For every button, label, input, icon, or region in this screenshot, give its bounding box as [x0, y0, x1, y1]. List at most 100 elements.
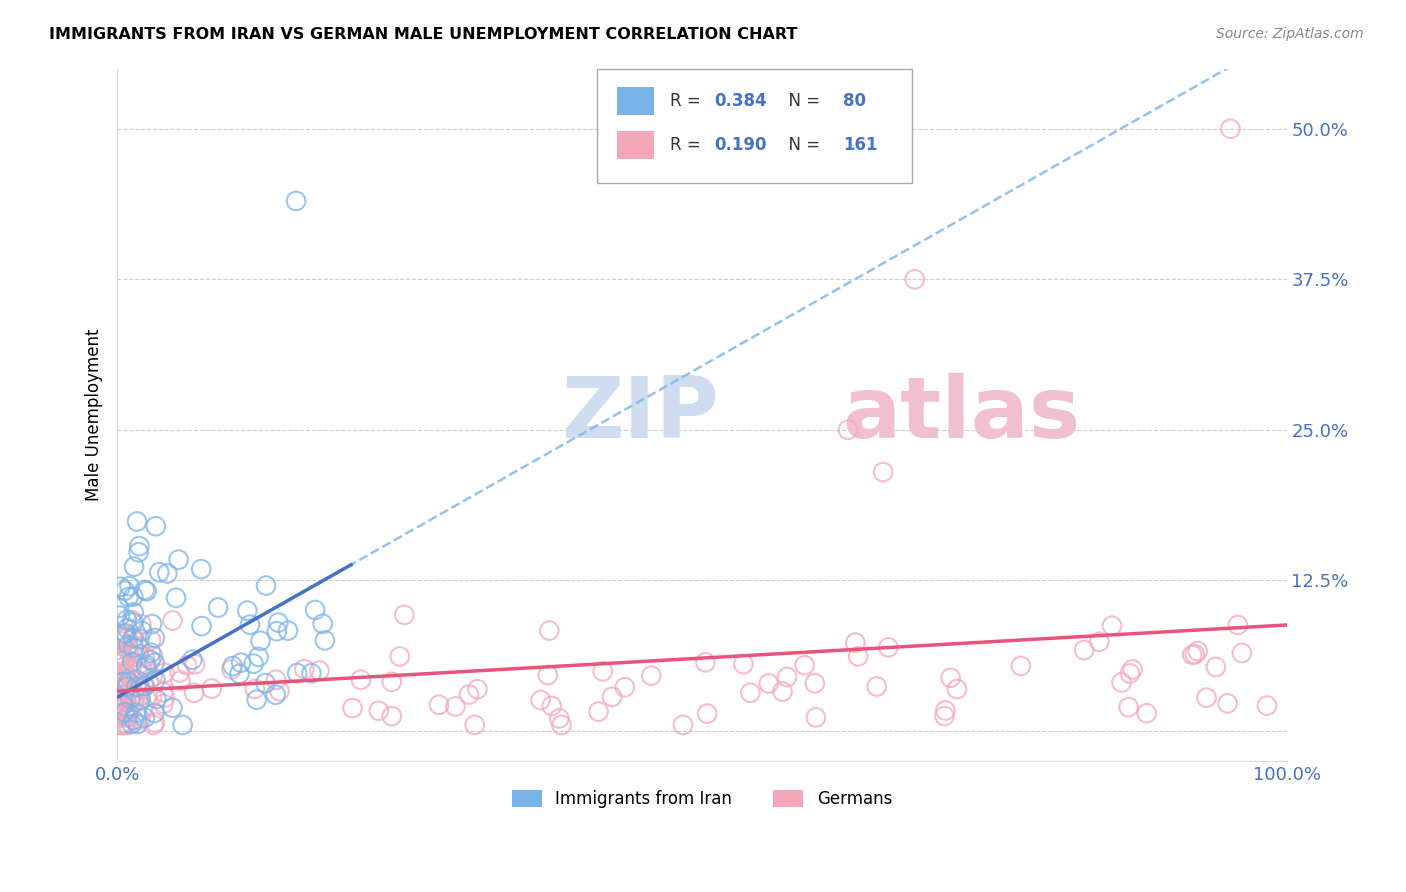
Point: [111, 698, 134, 712]
Point: [107, 629, 129, 643]
Point: [128, 639, 150, 653]
Point: [107, 711, 129, 725]
Point: [129, 692, 152, 706]
Point: [121, 690, 143, 704]
Point: [112, 683, 135, 698]
FancyBboxPatch shape: [596, 69, 912, 183]
Point: [115, 710, 138, 724]
Point: [1256, 698, 1278, 713]
Point: [121, 717, 143, 731]
Point: [254, 579, 277, 593]
Point: [156, 566, 179, 581]
Point: [125, 706, 148, 720]
Point: [129, 713, 152, 727]
Point: [107, 707, 129, 722]
Point: [107, 710, 129, 724]
Text: R =: R =: [671, 136, 706, 153]
Point: [129, 680, 152, 694]
Point: [776, 670, 799, 684]
Point: [107, 706, 129, 721]
Point: [592, 665, 614, 679]
Point: [1205, 660, 1227, 674]
Point: [115, 673, 138, 688]
Point: [108, 600, 131, 615]
Point: [115, 680, 138, 694]
Point: [152, 685, 174, 699]
Point: [129, 690, 152, 704]
Text: Source: ZipAtlas.com: Source: ZipAtlas.com: [1216, 27, 1364, 41]
Point: [169, 673, 191, 688]
Point: [308, 664, 330, 678]
Point: [550, 718, 572, 732]
Point: [121, 655, 143, 669]
Point: [877, 640, 900, 655]
Point: [117, 621, 139, 635]
Point: [538, 624, 561, 638]
Point: [350, 673, 373, 687]
FancyBboxPatch shape: [616, 87, 654, 115]
Point: [115, 696, 138, 710]
Point: [110, 718, 132, 732]
Point: [1073, 643, 1095, 657]
Point: [127, 717, 149, 731]
Point: [110, 654, 132, 668]
Point: [108, 709, 131, 723]
Point: [120, 661, 142, 675]
Point: [266, 624, 288, 639]
Point: [143, 715, 166, 730]
Point: [311, 616, 333, 631]
Point: [1121, 662, 1143, 676]
Point: [222, 659, 245, 673]
Point: [122, 695, 145, 709]
Point: [142, 718, 165, 732]
Point: [1216, 697, 1239, 711]
Point: [117, 718, 139, 732]
Point: [143, 631, 166, 645]
Point: [110, 718, 132, 732]
Point: [239, 617, 262, 632]
Point: [640, 668, 662, 682]
Point: [695, 655, 717, 669]
Point: [285, 666, 308, 681]
Point: [110, 632, 132, 646]
Point: [108, 634, 131, 648]
Point: [120, 692, 142, 706]
Point: [135, 584, 157, 599]
Point: [1181, 648, 1204, 662]
Point: [117, 630, 139, 644]
Point: [394, 607, 416, 622]
Point: [190, 619, 212, 633]
Point: [128, 545, 150, 559]
Point: [837, 423, 859, 437]
Point: [111, 674, 134, 689]
Point: [537, 668, 560, 682]
Point: [548, 711, 571, 725]
Point: [145, 692, 167, 706]
Point: [108, 608, 131, 623]
Point: [934, 703, 956, 717]
Point: [132, 679, 155, 693]
Point: [117, 675, 139, 690]
Point: [153, 665, 176, 680]
Point: [304, 603, 326, 617]
Point: [122, 590, 145, 604]
Point: [114, 706, 136, 720]
Point: [169, 665, 191, 680]
Point: [128, 641, 150, 656]
Point: [458, 688, 481, 702]
Point: [132, 700, 155, 714]
Point: [121, 632, 143, 646]
Point: [804, 710, 827, 724]
Point: [128, 674, 150, 689]
Point: [246, 692, 269, 706]
Point: [118, 683, 141, 698]
Point: [131, 624, 153, 638]
Point: [242, 657, 264, 671]
Point: [107, 651, 129, 665]
Point: [1184, 648, 1206, 662]
Point: [115, 640, 138, 655]
Point: [141, 670, 163, 684]
Point: [672, 718, 695, 732]
Point: [114, 583, 136, 598]
Point: [613, 680, 636, 694]
